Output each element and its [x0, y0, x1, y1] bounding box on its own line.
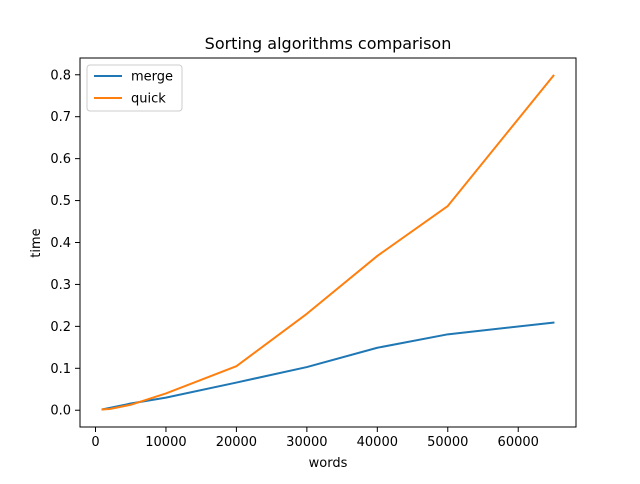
y-tick-label: 0.3: [50, 278, 71, 293]
legend-label-quick: quick: [131, 92, 166, 107]
y-tick-label: 0.7: [50, 110, 71, 125]
series-line-quick: [101, 74, 555, 411]
y-tick-label: 0.0: [50, 404, 71, 419]
x-axis-label: words: [309, 456, 348, 471]
x-tick-label: 0: [91, 435, 99, 450]
x-tick-label: 40000: [357, 435, 398, 450]
plot-area: 0 10000 20000 30000 40000 50000 60000 0.0 0.1 0.2…: [50, 57, 577, 450]
x-tick-label: 60000: [498, 435, 539, 450]
legend-label-merge: merge: [131, 70, 173, 85]
y-tick-label: 0.4: [50, 236, 71, 251]
y-tick-label: 0.8: [50, 68, 71, 83]
x-tick-label: 20000: [216, 435, 257, 450]
y-tick-label: 0.1: [50, 362, 71, 377]
x-tick-label: 30000: [286, 435, 327, 450]
y-tick-label: 0.6: [50, 152, 71, 167]
y-axis-label: time: [29, 228, 44, 257]
x-tick-label: 10000: [145, 435, 186, 450]
y-tick-label: 0.2: [50, 320, 71, 335]
chart-title: Sorting algorithms comparison: [205, 34, 452, 53]
y-tick-label: 0.5: [50, 194, 71, 209]
x-tick-label: 50000: [427, 435, 468, 450]
